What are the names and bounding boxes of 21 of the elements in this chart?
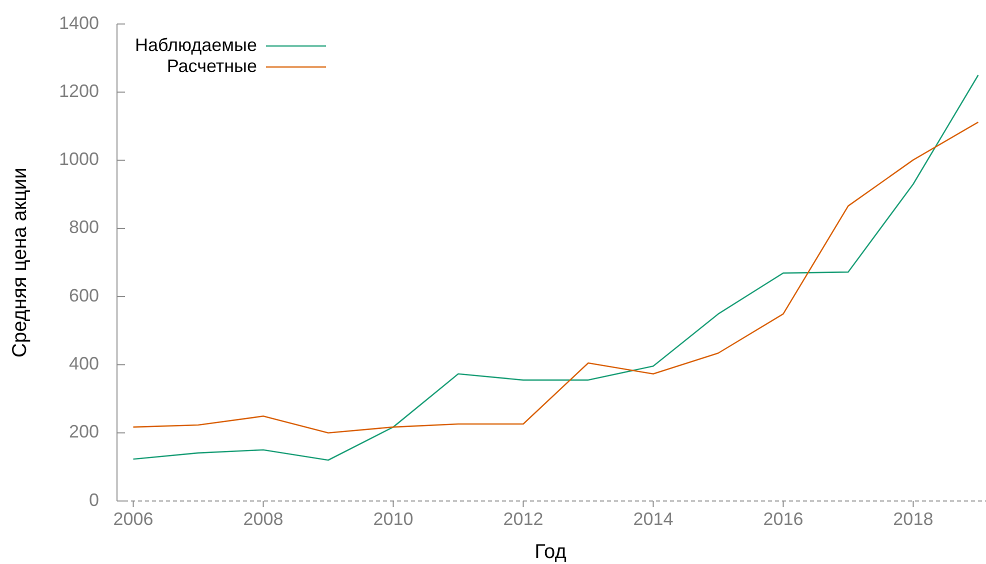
y-axis-title: Средняя цена акции bbox=[9, 168, 31, 358]
y-tick-label: 1200 bbox=[58, 80, 99, 101]
line-series bbox=[132, 74, 979, 461]
x-axis-title: Год bbox=[534, 541, 567, 563]
y-tick-label: 1400 bbox=[58, 12, 99, 33]
y-tick-label: 0 bbox=[88, 490, 99, 510]
line-series bbox=[132, 121, 979, 434]
y-tick-label: 200 bbox=[68, 422, 99, 442]
x-tick-label: 2008 bbox=[243, 509, 284, 529]
x-tick-label: 2012 bbox=[503, 509, 544, 529]
legend-label: Наблюдаемые bbox=[135, 34, 257, 55]
x-tick-label: 2018 bbox=[893, 509, 934, 529]
y-tick-label: 800 bbox=[68, 217, 99, 238]
x-tick-label: 2006 bbox=[113, 509, 154, 529]
x-tick-label: 2014 bbox=[633, 509, 674, 529]
y-tick-label: 600 bbox=[68, 285, 99, 306]
y-tick-label: 1000 bbox=[58, 149, 99, 170]
legend-label: Расчетные bbox=[166, 56, 257, 76]
y-tick-label: 400 bbox=[68, 353, 99, 374]
x-tick-label: 2016 bbox=[763, 509, 804, 529]
x-tick-label: 2010 bbox=[373, 509, 414, 529]
